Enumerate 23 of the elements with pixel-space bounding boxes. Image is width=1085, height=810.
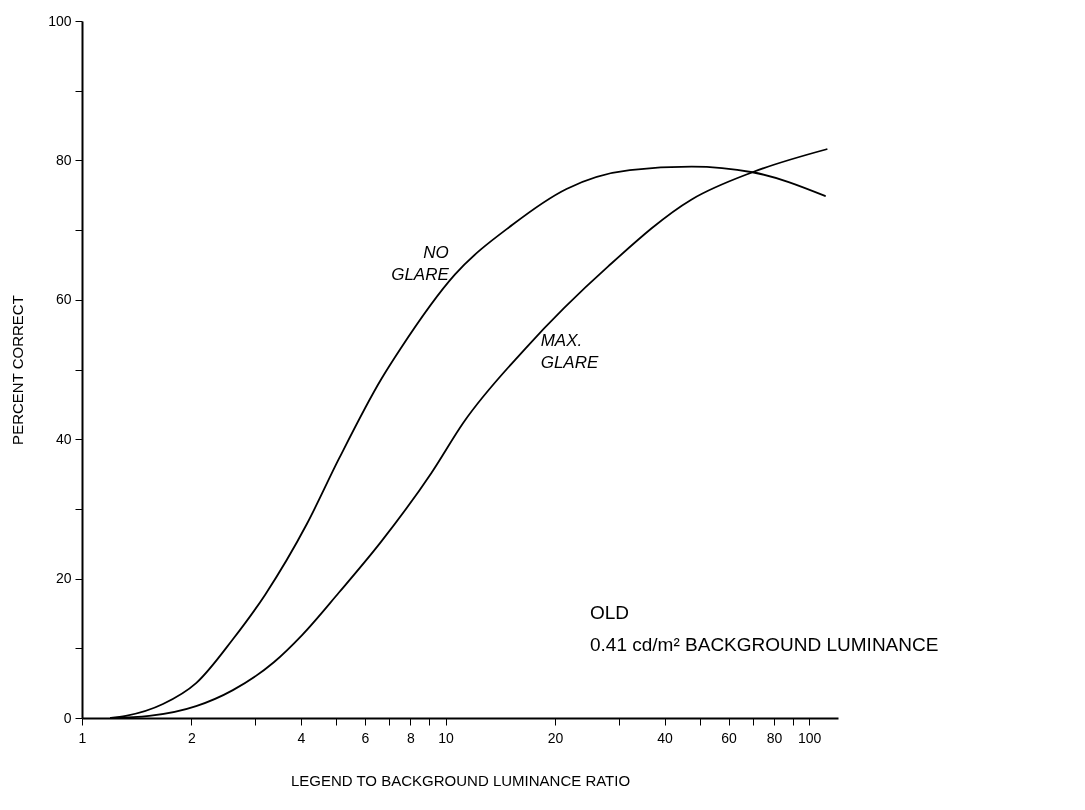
y-axis-title: PERCENT CORRECT (9, 295, 27, 445)
x-tick-label: 6 (361, 729, 370, 746)
y-tick-label: 0 (63, 709, 72, 726)
x-tick-label: 2 (188, 729, 197, 746)
y-tick-label: 100 (48, 12, 72, 29)
annotation: OLD (590, 602, 630, 623)
annotation: 0.41 cd/m² BACKGROUND LUMINANCE (590, 634, 939, 655)
x-tick-label: 20 (547, 729, 564, 746)
x-tick-label: 80 (766, 729, 783, 746)
x-tick-label: 8 (406, 729, 415, 746)
x-tick-label: 4 (297, 729, 306, 746)
x-tick-label: 60 (721, 729, 738, 746)
x-tick-label: 100 (798, 729, 822, 746)
x-tick-label: 40 (657, 729, 674, 746)
y-tick-label: 80 (55, 151, 72, 168)
x-axis-title: LEGEND TO BACKGROUND LUMINANCE RATIO (290, 771, 631, 789)
y-tick-label: 40 (55, 430, 72, 447)
x-tick-label: 1 (78, 729, 87, 746)
x-tick-label: 10 (438, 729, 455, 746)
series-label: MAX. GLARE (540, 331, 599, 373)
series-label: NO GLARE (391, 242, 450, 284)
y-tick-label: 20 (55, 570, 72, 587)
y-tick-label: 60 (55, 291, 72, 308)
